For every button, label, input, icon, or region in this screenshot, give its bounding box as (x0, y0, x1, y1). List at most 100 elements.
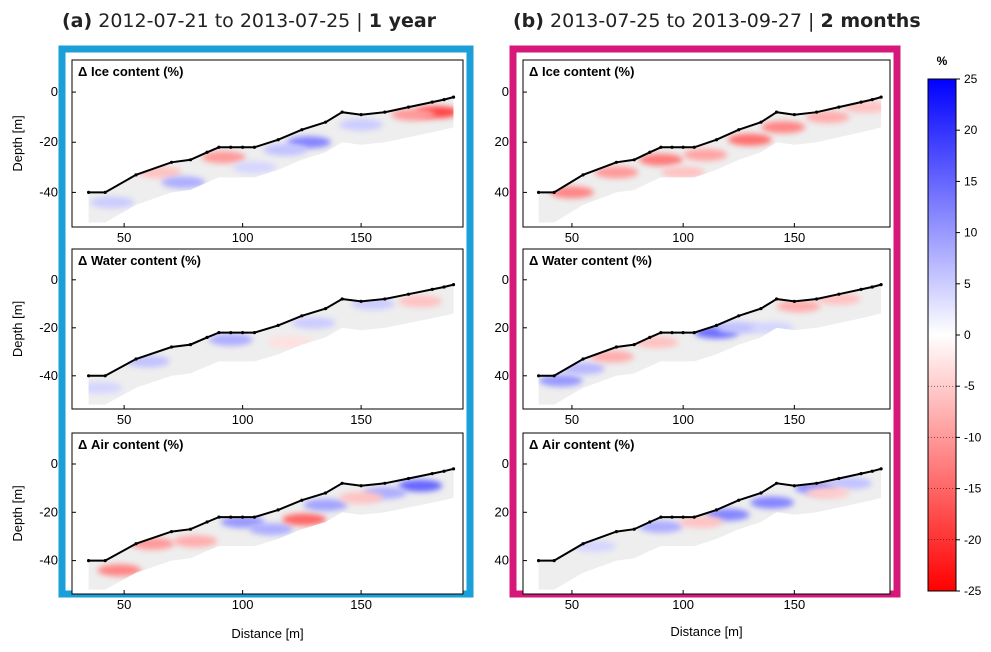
anomaly-cell (683, 148, 728, 161)
colorbar-unit: % (937, 54, 948, 68)
electrode-point (870, 285, 874, 289)
x-tick-label: 150 (784, 597, 806, 612)
soil-body (538, 284, 882, 405)
anomaly-layer (88, 295, 443, 394)
x-tick-label: 100 (672, 597, 694, 612)
anomaly-cell (638, 153, 683, 166)
anomaly-cell (90, 196, 135, 209)
column-a-panels: Δ Ice content (%) 0 -20 -40 50 100 150 Depth [m… (10, 45, 474, 641)
electrode-point (837, 476, 841, 481)
electrode-point (340, 481, 344, 485)
x-tick-label: 50 (565, 597, 579, 612)
anomaly-cell (827, 477, 872, 490)
colorbar-tick-label: -20 (964, 533, 982, 547)
x-tick-label: 100 (232, 597, 254, 612)
anomaly-layer (549, 101, 882, 199)
y-tick-label: 0 (51, 456, 58, 471)
electrode-point (300, 128, 304, 132)
electrode-point (134, 542, 138, 546)
electrode-point (692, 331, 696, 335)
anomaly-cell (805, 111, 850, 124)
electrode-point (879, 283, 883, 287)
x-tick-label: 100 (672, 230, 694, 245)
electrode-point (681, 145, 685, 149)
anomaly-cell (97, 564, 142, 577)
electrode-point (581, 357, 585, 361)
subplot-label: Δ Ice content (%) (529, 64, 634, 79)
subplot-label: Δ Ice content (%) (78, 64, 183, 79)
electrode-point (774, 110, 779, 114)
anomaly-cell (776, 300, 821, 313)
column-a-title: (a) 2012-07-21 to 2013-07-25 | 1 year (62, 10, 437, 32)
electrode-point (442, 98, 446, 102)
electrode-point (241, 515, 245, 519)
electrode-point (188, 527, 193, 531)
y-axis-label: Depth [m] (10, 115, 25, 171)
colorbar-tick-label: 25 (964, 72, 978, 86)
anomaly-cell (339, 491, 384, 504)
y-axis-label: Depth [m] (10, 485, 25, 541)
column-b-title-prefix: (b) (513, 10, 544, 32)
column-b-title-duration: 2 months (821, 10, 921, 32)
electrode-point (103, 374, 107, 378)
electrode-point (276, 138, 280, 142)
electrode-point (792, 299, 796, 303)
electrode-point (300, 314, 304, 318)
colorbar-bar (927, 78, 957, 592)
electrode-point (205, 335, 209, 339)
electrode-point (552, 559, 556, 563)
anomaly-cell (282, 513, 327, 526)
electrode-point (169, 530, 174, 534)
electrode-point (217, 145, 221, 149)
colorbar: % 25 20 15 10 5 0 -5 -10 -15 -20 -25 (927, 54, 982, 598)
electrode-point (536, 374, 541, 378)
x-tick-label: 150 (350, 412, 372, 427)
electrode-point (614, 530, 619, 534)
electrode-point (632, 158, 636, 162)
electrode-point (879, 95, 883, 99)
electrode-point (837, 105, 841, 109)
electrode-point (659, 145, 663, 149)
electrode-point (774, 297, 779, 301)
anomaly-cell (661, 166, 706, 179)
subplot-a-1: Δ Ice content (%) 0 -20 -40 50 100 150 Depth [m… (10, 59, 464, 245)
electrode-point (323, 491, 328, 495)
electrode-point (205, 150, 209, 154)
electrode-point (276, 323, 280, 327)
colorbar-tick-label: 10 (964, 226, 978, 240)
column-b-title-dates: 2013-07-25 to 2013-09-27 | (550, 10, 814, 32)
electrode-point (632, 527, 636, 531)
electrode-point (430, 100, 434, 104)
subplot-label: Δ Water content (%) (529, 253, 652, 268)
anomaly-cell (538, 374, 583, 387)
x-tick-label: 50 (565, 412, 579, 427)
electrode-point (86, 190, 91, 194)
electrode-point (217, 515, 221, 519)
electrode-point (383, 297, 387, 301)
electrode-point (252, 331, 257, 335)
electrode-point (442, 285, 446, 289)
electrode-point (229, 515, 233, 519)
subplot-b-2: Δ Water content (%) 0 20 40 50 100 150 (495, 248, 891, 427)
anomaly-cell (727, 133, 772, 146)
y-tick-label: -40 (39, 553, 58, 568)
anomaly-cell (398, 479, 443, 492)
y-tick-label: 40 (495, 184, 509, 199)
x-tick-label: 100 (232, 230, 254, 245)
electrode-point (759, 307, 763, 311)
electrode-point (451, 95, 456, 99)
subplot-a-3: Δ Air content (%) 0 -20 -40 50 100 150 Depth [m… (10, 432, 464, 612)
colorbar-tick-label: 0 (964, 328, 971, 342)
electrode-point (323, 307, 328, 311)
electrode-point (737, 314, 741, 318)
electrode-point (451, 467, 456, 471)
electrode-point (670, 515, 674, 519)
y-tick-label: 40 (495, 553, 509, 568)
electrode-point (648, 520, 652, 524)
electrode-point (614, 160, 619, 164)
subplot-label: Δ Water content (%) (78, 253, 201, 268)
electrode-point (670, 145, 674, 149)
surface-line (538, 467, 882, 562)
electrode-point (86, 374, 91, 378)
electrode-point (188, 343, 193, 347)
